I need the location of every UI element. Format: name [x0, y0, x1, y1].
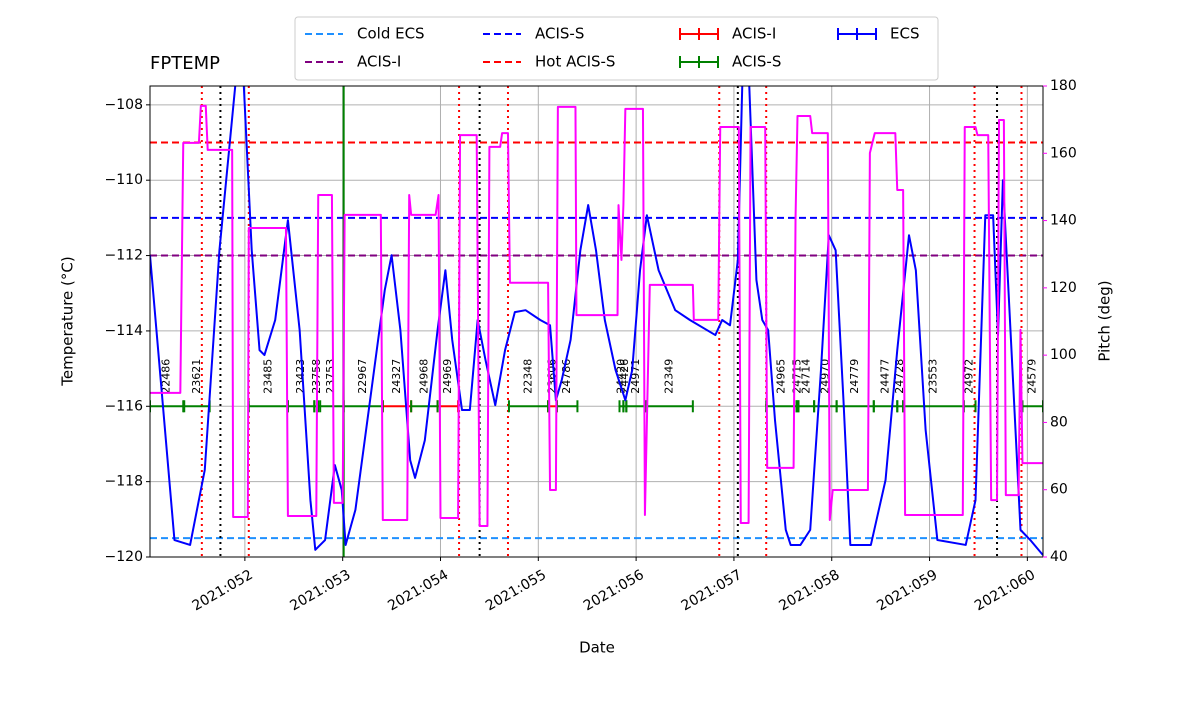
y-tick-label: −116	[105, 398, 144, 414]
y2-tick-label: 160	[1050, 145, 1077, 161]
y-tick-label: −120	[105, 549, 143, 565]
obsid-label: 22486	[160, 359, 173, 394]
obsid-label: 24477	[879, 359, 892, 394]
pitch-line	[150, 104, 1043, 528]
legend-label: ECS	[890, 25, 919, 43]
obsid-label: 22348	[522, 359, 535, 394]
obsid-label: 22967	[356, 359, 369, 394]
y2-tick-label: 140	[1050, 213, 1077, 229]
y-axis-label: Temperature (°C)	[59, 256, 77, 386]
obsid-label: 23485	[261, 359, 274, 394]
obsid-label: 24786	[560, 359, 573, 394]
y2-tick-label: 60	[1050, 482, 1068, 498]
y2-axis-label: Pitch (deg)	[1096, 280, 1114, 361]
obsid-label: 24714	[799, 359, 812, 394]
y2-tick-label: 100	[1050, 347, 1077, 363]
obsid-label: 23621	[190, 359, 203, 394]
legend-label: ACIS-S	[535, 25, 584, 43]
chart-title: FPTEMP	[150, 53, 220, 74]
legend-label: ACIS-I	[357, 53, 401, 71]
y-tick-label: −110	[105, 172, 143, 188]
legend-label: ACIS-S	[732, 53, 781, 71]
obsid-label: 22349	[662, 359, 675, 394]
obsid-label: 24779	[848, 359, 861, 394]
obsid-label: 24965	[774, 359, 787, 394]
legend-label: Cold ECS	[357, 25, 425, 43]
y2-tick-label: 180	[1050, 78, 1077, 94]
y-tick-label: −114	[105, 323, 144, 339]
obsid-label: 24968	[417, 359, 430, 394]
obsid-label: 24972	[963, 359, 976, 394]
y-tick-label: −112	[105, 248, 143, 264]
obsid-label: 23553	[926, 359, 939, 394]
y2-tick-label: 120	[1050, 280, 1077, 296]
y2-tick-label: 80	[1050, 414, 1068, 430]
legend-box	[294, 16, 939, 81]
obsid-label: 23423	[294, 359, 307, 394]
legend-label: ACIS-I	[732, 25, 776, 43]
obsid-label: 23753	[324, 359, 337, 394]
axes-frame	[149, 85, 1044, 558]
obsid-label: 24579	[1026, 359, 1039, 394]
legend-label: Hot ACIS-S	[535, 53, 615, 71]
series-line	[150, 86, 1043, 556]
y-tick-label: −108	[105, 97, 143, 113]
legend: Cold ECS ACIS-I ACIS-S Hot ACIS-S ACIS-I ACIS…	[305, 25, 919, 71]
x-axis-label: Date	[579, 639, 615, 657]
obsid-label: 24969	[441, 359, 454, 394]
obsid-label: 24420	[614, 359, 627, 394]
y2-tick-label: 40	[1050, 549, 1068, 565]
y-tick-label: −118	[105, 474, 143, 490]
obsid-label: 24327	[390, 359, 403, 394]
